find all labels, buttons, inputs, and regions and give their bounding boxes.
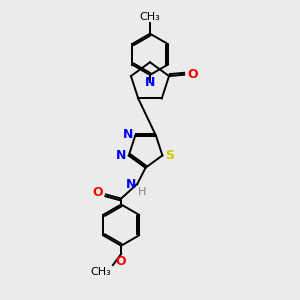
Text: CH₃: CH₃ <box>140 12 160 22</box>
Text: N: N <box>145 76 155 89</box>
Text: H: H <box>138 188 146 197</box>
Text: N: N <box>122 128 133 141</box>
Text: O: O <box>188 68 198 81</box>
Text: CH₃: CH₃ <box>91 267 111 277</box>
Text: N: N <box>116 149 126 162</box>
Text: N: N <box>125 178 136 191</box>
Text: S: S <box>165 149 174 162</box>
Text: O: O <box>116 255 127 268</box>
Text: O: O <box>92 186 103 199</box>
